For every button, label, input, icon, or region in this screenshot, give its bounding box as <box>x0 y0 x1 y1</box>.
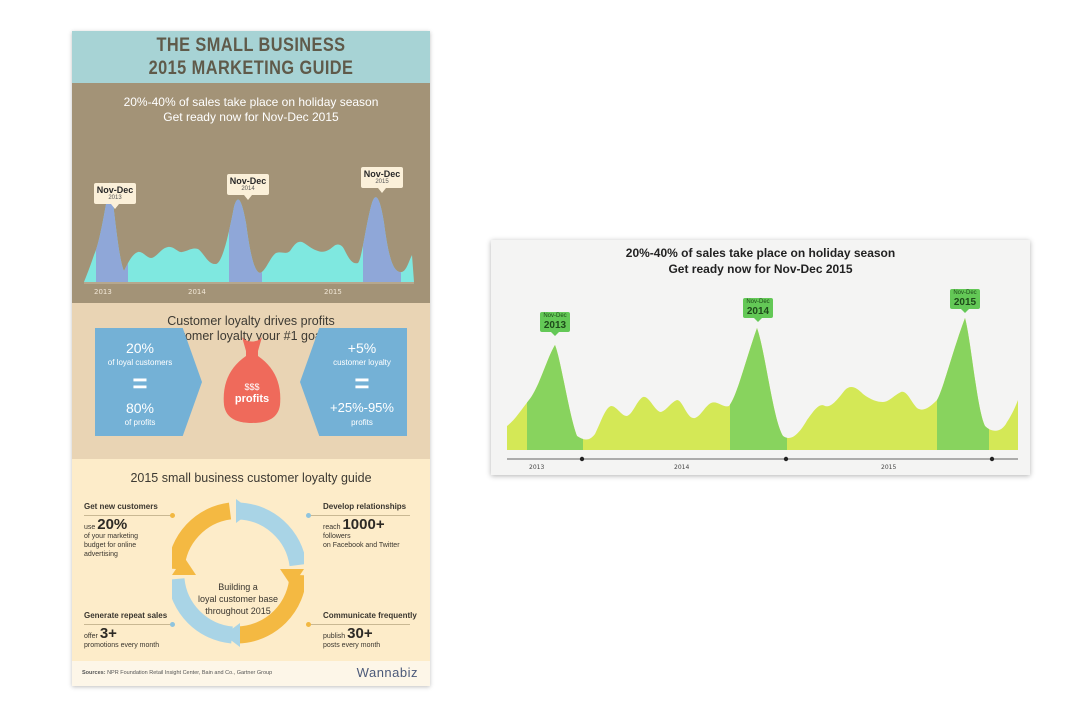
loyal-customers-label: of loyal customers <box>107 358 173 367</box>
guide-dot <box>306 513 311 518</box>
card-heading-2: Get ready now for Nov-Dec 2015 <box>668 262 853 276</box>
guide-dot <box>170 513 175 518</box>
card-year-label-2013: 2013 <box>529 464 545 471</box>
guide-item-title: Develop relationships <box>323 502 407 511</box>
bag-label: profits <box>234 393 270 405</box>
guide-rule <box>84 624 172 625</box>
guide-rule <box>310 515 410 516</box>
sources-label: Sources: <box>82 670 106 676</box>
loyalty-heading-1: Customer loyalty drives profits <box>167 314 335 328</box>
loyalty-increase-label: customer loyalty <box>333 358 391 367</box>
guide-rule <box>310 624 410 625</box>
guide-item-title: Generate repeat sales <box>84 611 168 620</box>
card-callout-2015: Nov-Dec 2015 <box>950 289 980 313</box>
title-line-1: THE SMALL BUSINESS <box>156 35 346 56</box>
guide-item-line: budget for online <box>84 542 137 549</box>
holiday-callout-2013: Nov-Dec 2013 <box>94 183 136 209</box>
loyal-customers-arrow: 20% of loyal customers = 80% of profits <box>95 328 202 436</box>
loyalty-cycle-ring <box>172 499 304 647</box>
guide-item-line: advertising <box>84 551 118 558</box>
guide-item-prefix: offer <box>84 633 98 640</box>
guide-item-line: followers <box>323 533 351 540</box>
holiday-callout-2014: Nov-Dec 2014 <box>227 174 269 200</box>
footer: Sources: NPR Foundation Retail Insight C… <box>72 661 430 686</box>
guide-item-title: Get new customers <box>84 502 158 511</box>
profits-increase-label: profits <box>351 418 373 427</box>
guide-heading: 2015 small business customer loyalty gui… <box>130 471 372 485</box>
title-line-2: 2015 MARKETING GUIDE <box>148 58 354 79</box>
callout-month: Nov-Dec <box>229 176 267 186</box>
callout-month: Nov-Dec <box>953 290 977 296</box>
guide-dot <box>170 622 175 627</box>
sources-text: Sources: NPR Foundation Retail Insight C… <box>82 670 272 676</box>
year-label-2015: 2015 <box>324 288 342 296</box>
equals-sign-left: = <box>132 368 148 398</box>
guide-item-prefix: reach <box>323 524 341 531</box>
guide-item-body: reach 1000+ followers on Facebook and Tw… <box>323 517 423 550</box>
year-label-2014: 2014 <box>188 288 206 296</box>
guide-item-line: posts every month <box>323 642 381 649</box>
guide-item-value: 3+ <box>99 625 117 642</box>
card-year-label-2014: 2014 <box>674 464 690 471</box>
guide-item-body: publish 30+ posts every month <box>323 626 423 650</box>
profits-increase-pct: +25%-95% <box>330 400 394 415</box>
guide-item-value: 1000+ <box>342 516 385 533</box>
holiday-heading-1: 20%-40% of sales take place on holiday s… <box>123 95 379 109</box>
guide-item-prefix: use <box>84 524 96 531</box>
center-line-1: Building a <box>218 582 258 592</box>
guide-dot <box>306 622 311 627</box>
callout-year: 2013 <box>543 320 567 331</box>
guide-item-body: offer 3+ promotions every month <box>84 626 184 650</box>
callout-year: 2015 <box>953 297 977 308</box>
holiday-callout-2015: Nov-Dec 2015 <box>361 167 403 193</box>
callout-month: Nov-Dec <box>96 185 134 195</box>
card-area-chart <box>507 318 1018 462</box>
guide-item-value: 30+ <box>347 625 373 642</box>
callout-year: 2013 <box>108 195 122 201</box>
cycle-center-text: Building a loyal customer base throughou… <box>190 581 286 617</box>
holiday-section: 20%-40% of sales take place on holiday s… <box>72 83 430 303</box>
profits-label: of profits <box>124 418 156 427</box>
guide-rule <box>84 515 172 516</box>
loyalty-heading-2: Make customer loyalty your #1 goal for 2… <box>128 329 374 343</box>
center-line-3: throughout 2015 <box>205 606 271 616</box>
callout-year: 2014 <box>241 186 255 192</box>
infographic: THE SMALL BUSINESS 2015 MARKETING GUIDE … <box>72 31 430 686</box>
customer-loyalty-arrow: +5% customer loyalty = +25%-95% profits <box>300 328 407 436</box>
bag-symbol: $$$ <box>244 382 260 392</box>
loyalty-increase-pct: +5% <box>347 340 377 356</box>
year-label-2013: 2013 <box>94 288 112 296</box>
callout-month: Nov-Dec <box>363 169 401 179</box>
card-heading-1: 20%-40% of sales take place on holiday s… <box>625 246 896 260</box>
sources-list: NPR Foundation Retail Insight Center, Ba… <box>107 670 273 676</box>
guide-item-prefix: publish <box>323 633 346 640</box>
profits-pct: 80% <box>125 400 155 416</box>
guide-item-body: use 20% of your marketing budget for onl… <box>84 517 174 559</box>
holiday-heading-2: Get ready now for Nov-Dec 2015 <box>163 110 339 124</box>
card-year-label-2015: 2015 <box>881 464 897 471</box>
card-callout-2014: Nov-Dec 2014 <box>743 298 773 322</box>
callout-month: Nov-Dec <box>746 299 770 305</box>
money-bag-icon <box>223 337 281 423</box>
guide-item-line: on Facebook and Twitter <box>323 542 400 549</box>
guide-section: 2015 small business customer loyalty gui… <box>72 459 430 661</box>
center-line-2: loyal customer base <box>197 594 279 604</box>
guide-item-line: promotions every month <box>84 642 160 649</box>
callout-year: 2015 <box>375 179 389 185</box>
callout-year: 2014 <box>746 306 770 317</box>
guide-item-title: Communicate frequently <box>323 611 417 620</box>
holiday-chart-card: 20%-40% of sales take place on holiday s… <box>491 240 1030 475</box>
loyal-customers-pct: 20% <box>125 340 155 356</box>
card-callout-2013: Nov-Dec 2013 <box>540 312 570 336</box>
guide-item-line: of your marketing <box>84 533 139 540</box>
wannabiz-logo: Wannabiz <box>356 665 418 680</box>
title-section: THE SMALL BUSINESS 2015 MARKETING GUIDE <box>72 31 430 83</box>
equals-sign-right: = <box>354 368 370 398</box>
callout-month: Nov-Dec <box>543 313 567 319</box>
guide-item-value: 20% <box>97 516 128 533</box>
